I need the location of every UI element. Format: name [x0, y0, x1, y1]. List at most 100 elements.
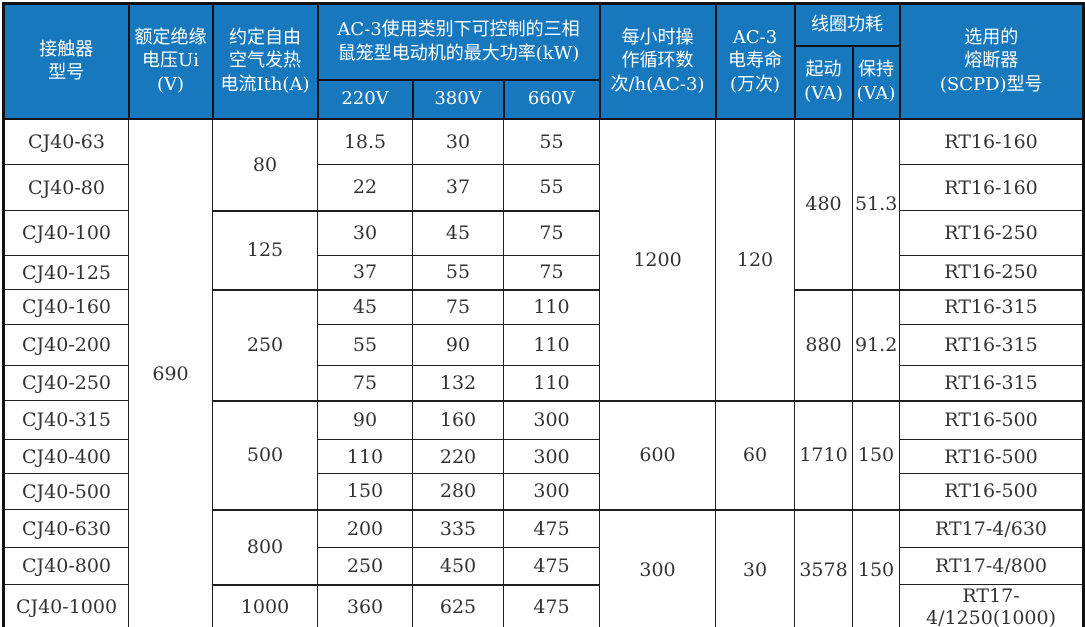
cell-fuse: RT16-315	[899, 288, 1084, 325]
cell-fuse: RT16-160	[899, 118, 1084, 165]
cell-power-660: 75	[503, 209, 600, 256]
header-coil-hold: 保持 (VA)	[851, 44, 901, 120]
cell-fuse: RT16-250	[899, 210, 1084, 256]
table-row: CJ40-63 690 80 18.5 30 55 1200 120 480 5…	[3, 118, 1084, 627]
header-voltage-660: 660V	[502, 78, 601, 120]
cell-power-660: 475	[503, 508, 600, 548]
cell-power-660: 110	[503, 288, 600, 325]
header-max-motor-power: AC-3使用类别下可控制的三相 鼠笼型电动机的最大功率(kW)	[316, 2, 601, 81]
cell-power-220: 250	[317, 547, 413, 585]
cell-fuse: RT16-500	[899, 439, 1084, 474]
cell-power-660: 300	[503, 399, 600, 440]
cell-power-380: 280	[412, 473, 504, 510]
cell-model: CJ40-250	[3, 365, 129, 401]
cell-coil-hold: 91.2	[852, 288, 900, 401]
cell-coil-start: 480	[794, 118, 853, 290]
cell-fuse: RT16-250	[899, 255, 1084, 290]
cell-power-380: 30	[412, 118, 504, 165]
cell-fuse: RT16-500	[899, 399, 1084, 440]
cell-coil-hold: 150	[852, 399, 900, 510]
cell-power-220: 22	[317, 164, 413, 211]
cell-power-380: 90	[412, 324, 504, 366]
cell-model: CJ40-630	[3, 509, 129, 548]
table-row: CJ40-1000 1000 360 625 475 RT17-4/1250(1…	[3, 583, 1084, 627]
cell-fuse: RT16-160	[899, 164, 1084, 211]
cell-coil-hold: 51.3	[852, 118, 900, 290]
cell-power-660: 55	[503, 118, 600, 165]
cell-coil-start: 1710	[794, 399, 853, 510]
cell-power-660: 475	[503, 547, 600, 585]
cell-electrical-life: 30	[715, 508, 795, 627]
header-coil-start: 起动 (VA)	[793, 44, 854, 120]
header-contactor-model: 接触器 型号	[2, 2, 130, 120]
table-row: CJ40-125 37 55 75 RT16-250	[3, 255, 1084, 290]
cell-power-220: 37	[317, 255, 413, 290]
cell-power-380: 160	[412, 399, 504, 440]
table-row: CJ40-800 250 450 475 RT17-4/800	[3, 547, 1084, 585]
header-electrical-life: AC-3 电寿命 (万次)	[714, 2, 796, 120]
cell-power-220: 110	[317, 439, 413, 474]
cell-model: CJ40-1000	[3, 584, 129, 627]
cell-fuse: RT17-4/1250(1000)	[899, 584, 1084, 627]
table-row: CJ40-160 250 45 75 110 880 91.2 RT16-315	[3, 288, 1084, 401]
table-row: CJ40-500 150 280 300 RT16-500	[3, 473, 1084, 510]
header-fuse-model: 选用的 熔断器 (SCPD)型号	[898, 2, 1085, 120]
table-row: CJ40-200 55 90 110 RT16-315	[3, 324, 1084, 366]
header-voltage-220: 220V	[316, 78, 414, 120]
cell-model: CJ40-400	[3, 439, 129, 474]
cell-coil-start: 880	[794, 288, 853, 401]
header-coil-consumption: 线圈功耗	[793, 2, 901, 47]
cell-power-380: 450	[412, 547, 504, 585]
header-voltage-380: 380V	[411, 78, 505, 120]
cell-power-660: 110	[503, 324, 600, 366]
cell-power-660: 300	[503, 439, 600, 474]
header-operating-cycles: 每小时操 作循环数 次/h(AC-3)	[598, 2, 717, 120]
header-row-3: 220V 380V 660V	[4, 78, 1084, 120]
header-thermal-current: 约定自由 空气发热 电流Ith(A)	[211, 2, 319, 120]
cell-power-660: 475	[503, 583, 600, 627]
cell-ops-cycles: 1200	[599, 118, 716, 401]
cell-fuse: RT16-500	[899, 473, 1084, 510]
cell-fuse: RT17-4/800	[899, 547, 1084, 585]
cell-ith: 125	[212, 209, 318, 290]
cell-fuse: RT16-315	[899, 324, 1084, 366]
cell-power-380: 132	[412, 365, 504, 401]
cell-power-380: 220	[412, 439, 504, 474]
cell-ops-cycles: 600	[599, 399, 716, 510]
cell-power-380: 55	[412, 255, 504, 290]
table-row: CJ40-630 800 200 335 475 300 30 3578 150…	[3, 508, 1084, 627]
cell-fuse: RT16-315	[899, 365, 1084, 401]
header-row-1: 接触器 型号 额定绝缘 电压Ui (V) 约定自由 空气发热 电流Ith(A) …	[2, 2, 1085, 120]
cell-ops-cycles: 300	[599, 508, 716, 627]
cell-power-660: 300	[503, 473, 600, 510]
cell-power-380: 625	[412, 583, 504, 627]
cell-model: CJ40-800	[3, 547, 129, 585]
cell-fuse: RT17-4/630	[899, 508, 1084, 548]
table-row: CJ40-250 75 132 110 RT16-315	[3, 365, 1084, 401]
cell-power-380: 45	[412, 209, 504, 256]
header-rated-insulation-voltage: 额定绝缘 电压Ui (V)	[127, 2, 214, 120]
cell-model: CJ40-500	[3, 473, 129, 510]
cell-ith: 500	[212, 399, 318, 510]
cell-power-660: 110	[503, 365, 600, 401]
cell-power-220: 75	[317, 365, 413, 401]
cell-power-220: 45	[317, 288, 413, 325]
cell-coil-hold: 150	[852, 508, 900, 627]
cell-power-220: 18.5	[317, 118, 413, 165]
cell-coil-start: 3578	[794, 508, 853, 627]
cell-power-380: 335	[412, 508, 504, 548]
cell-model: CJ40-315	[3, 400, 129, 440]
cell-power-220: 30	[317, 209, 413, 256]
cell-model: CJ40-200	[3, 324, 129, 366]
cell-power-380: 75	[412, 288, 504, 325]
cell-power-380: 37	[412, 164, 504, 211]
cell-model: CJ40-100	[3, 210, 129, 256]
cell-ith: 1000	[212, 583, 318, 627]
cell-power-220: 200	[317, 508, 413, 548]
cell-ith: 250	[212, 288, 318, 401]
cell-power-220: 90	[317, 399, 413, 440]
cell-model: CJ40-160	[3, 289, 129, 325]
cell-power-660: 75	[503, 255, 600, 290]
